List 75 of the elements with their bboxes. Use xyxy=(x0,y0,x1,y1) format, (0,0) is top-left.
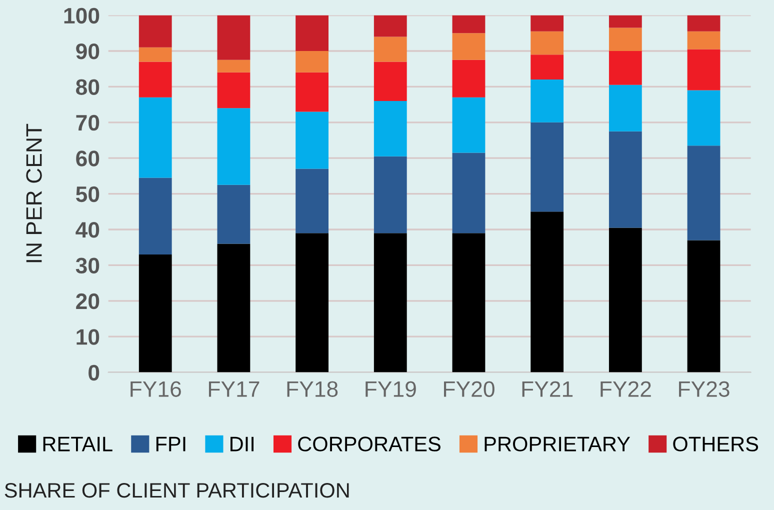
bar xyxy=(374,62,407,101)
y-tick-label: 10 xyxy=(76,329,100,345)
x-tick-label: FY22 xyxy=(600,381,651,397)
bar xyxy=(687,49,720,90)
bar xyxy=(217,15,250,60)
legend-label: DII xyxy=(230,436,254,452)
bar xyxy=(452,60,486,98)
bar xyxy=(217,244,250,372)
legend-label: RETAIL xyxy=(43,436,112,452)
x-tick-label: FY18 xyxy=(287,381,338,397)
x-tick-label: FY19 xyxy=(366,381,416,397)
bar xyxy=(138,47,172,62)
y-tick-label: 100 xyxy=(64,8,100,24)
x-tick-label: FY16 xyxy=(130,381,181,397)
bar xyxy=(530,122,564,212)
bar xyxy=(217,60,250,72)
bar xyxy=(687,90,720,146)
x-tick-label: FY20 xyxy=(444,381,494,397)
x-tick-label: FY21 xyxy=(522,381,573,397)
bar xyxy=(530,31,564,55)
bar xyxy=(374,100,407,156)
bar xyxy=(296,51,329,72)
legend-label: PROPRIETARY xyxy=(484,436,630,452)
bar xyxy=(217,72,250,108)
legend-label: FPI xyxy=(156,436,186,452)
bar xyxy=(530,54,564,80)
bar xyxy=(452,152,486,234)
bar xyxy=(687,31,720,50)
bar xyxy=(608,131,642,228)
bar xyxy=(452,33,486,60)
bar xyxy=(608,51,642,85)
legend-label: OTHERS xyxy=(673,436,758,452)
y-tick-label: 20 xyxy=(76,293,100,310)
bar xyxy=(687,240,720,372)
bar xyxy=(530,15,564,32)
y-tick-label: 40 xyxy=(76,222,100,238)
bar xyxy=(217,184,250,244)
bar xyxy=(296,72,329,112)
bar xyxy=(530,80,564,122)
bar xyxy=(296,168,329,234)
bar xyxy=(296,233,329,372)
bar xyxy=(138,15,172,48)
bar xyxy=(217,108,250,185)
bar xyxy=(608,15,642,28)
x-tick-label: FY17 xyxy=(208,381,260,397)
bar xyxy=(452,97,486,153)
bar xyxy=(452,15,486,34)
y-axis-title: IN PER CENT xyxy=(26,124,42,262)
bar xyxy=(374,15,407,37)
bar xyxy=(687,146,720,240)
bar xyxy=(296,112,329,169)
bar xyxy=(374,36,407,62)
bar xyxy=(138,254,172,372)
bar xyxy=(138,97,172,178)
y-tick-label: 90 xyxy=(76,44,100,60)
x-tick-label: FY23 xyxy=(679,381,730,397)
bar xyxy=(608,28,642,51)
y-tick-label: 50 xyxy=(76,186,100,202)
bar xyxy=(374,156,407,234)
y-tick-label: 80 xyxy=(76,79,100,95)
bar xyxy=(452,233,486,372)
bar xyxy=(608,228,642,372)
bar xyxy=(296,15,329,51)
bar xyxy=(138,62,172,98)
y-tick-label: 0 xyxy=(88,364,100,381)
y-tick-label: 30 xyxy=(76,258,100,274)
bar xyxy=(530,212,564,372)
bar xyxy=(687,15,720,32)
bar xyxy=(608,84,642,132)
text: SHARE OF CLIENT PARTICIPATION xyxy=(4,482,349,498)
legend-label: CORPORATES xyxy=(298,436,440,452)
bar xyxy=(138,178,172,254)
bar xyxy=(374,233,407,372)
y-tick-label: 70 xyxy=(76,114,100,131)
y-tick-label: 60 xyxy=(76,150,100,166)
